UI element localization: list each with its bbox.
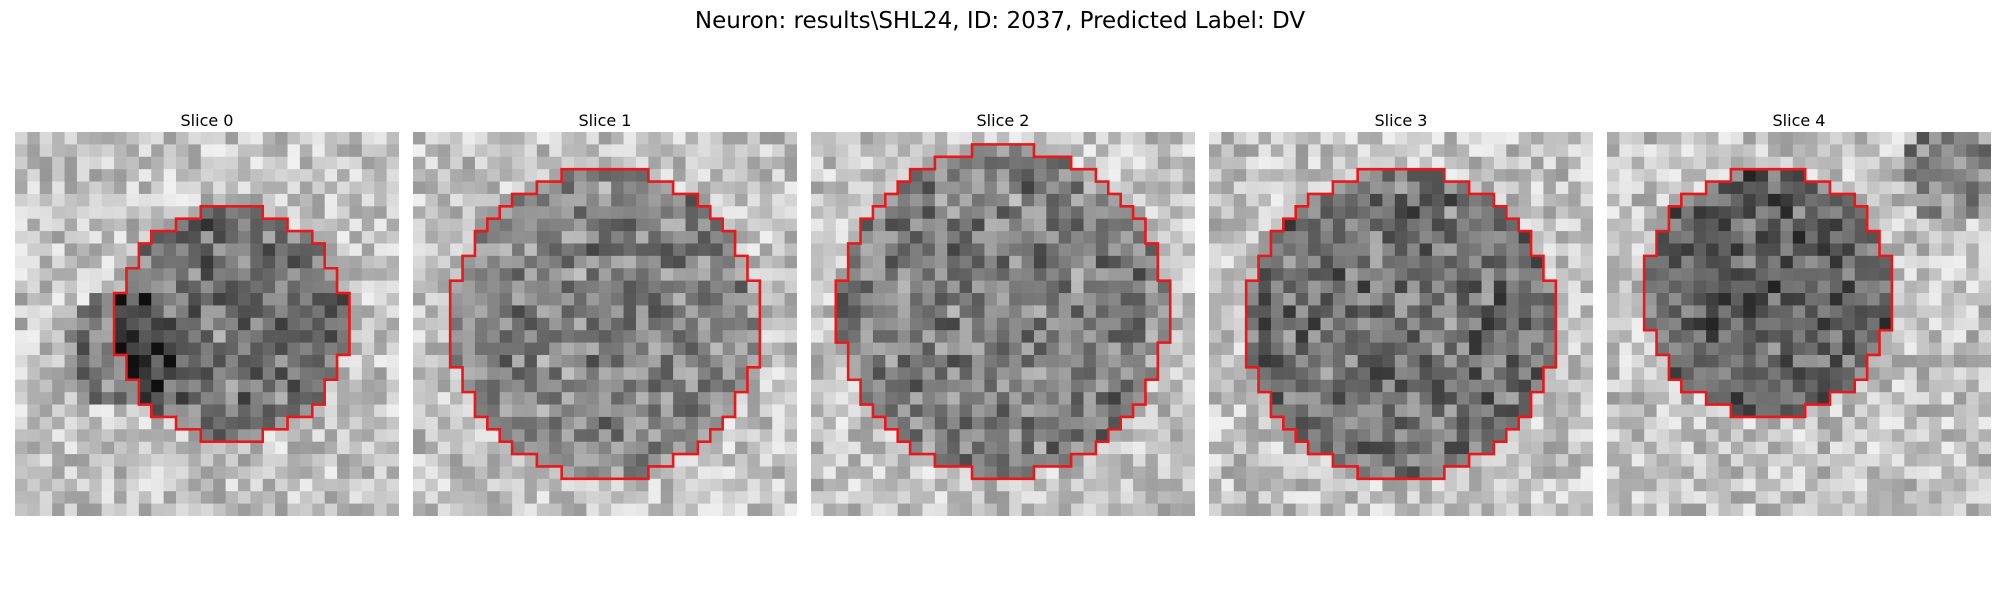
- slice-image: [811, 132, 1195, 516]
- slice-title: Slice 3: [1374, 111, 1428, 130]
- slice-title: Slice 2: [976, 111, 1030, 130]
- slice-panel: Slice 4: [1607, 110, 1991, 516]
- roi-contour: [834, 143, 1172, 481]
- slice-title: Slice 1: [578, 111, 632, 130]
- slice-title: Slice 0: [180, 111, 234, 130]
- slice-image: [1607, 132, 1991, 516]
- slice-panel: Slice 0: [15, 110, 399, 516]
- figure-title: Neuron: results\SHL24, ID: 2037, Predict…: [694, 8, 1306, 34]
- roi-contour: [1642, 167, 1894, 419]
- slice-panel: Slice 3: [1209, 110, 1593, 516]
- slice-image: [1209, 132, 1593, 516]
- slice-image: [413, 132, 797, 516]
- slice-panel: Slice 1: [413, 110, 797, 516]
- slice-image: [15, 132, 399, 516]
- roi-contour: [448, 167, 762, 481]
- roi-contour: [1244, 167, 1558, 481]
- slice-title: Slice 4: [1772, 111, 1826, 130]
- slice-panel: Slice 2: [811, 110, 1195, 516]
- roi-contour: [112, 205, 351, 443]
